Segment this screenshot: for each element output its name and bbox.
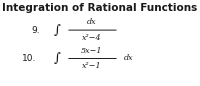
Text: dx: dx xyxy=(87,18,97,26)
Text: dx: dx xyxy=(124,54,134,63)
Text: 10.: 10. xyxy=(22,54,36,63)
Text: 5x−1: 5x−1 xyxy=(81,47,103,55)
Text: ∫: ∫ xyxy=(54,24,60,37)
Text: ∫: ∫ xyxy=(54,52,60,65)
Text: x²−4: x²−4 xyxy=(82,34,102,42)
Text: Integration of Rational Functions: Integration of Rational Functions xyxy=(2,3,198,13)
Text: x²−1: x²−1 xyxy=(82,62,102,70)
Text: 9.: 9. xyxy=(31,26,40,35)
